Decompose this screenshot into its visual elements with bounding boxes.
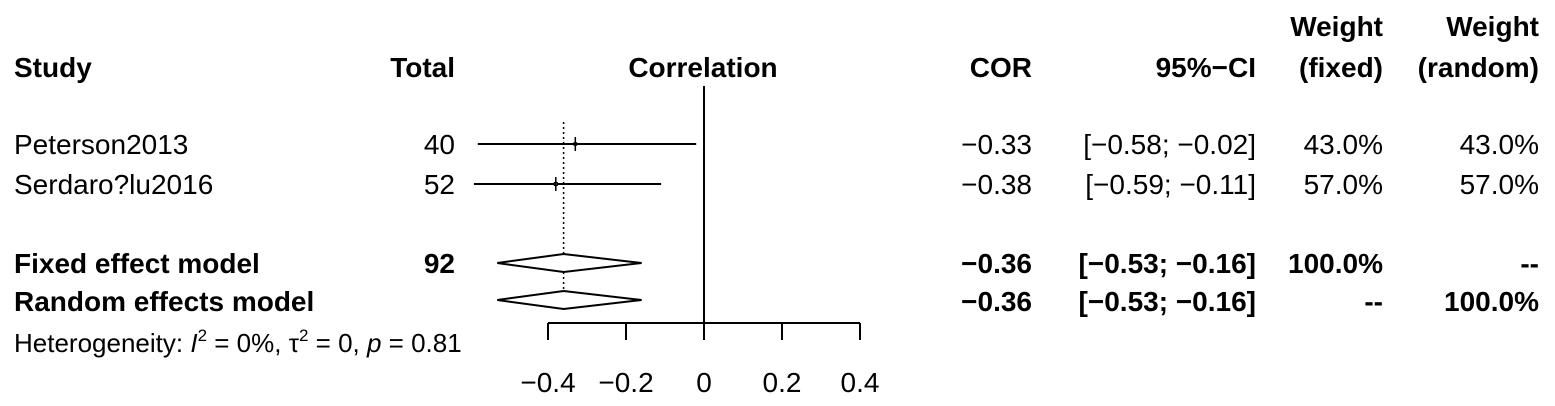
- heterogeneity-text: Heterogeneity: I2 = 0%, τ2 = 0, p = 0.81: [14, 326, 462, 358]
- model-ci-fixed: [−0.53; −0.16]: [1079, 248, 1256, 279]
- study-total-2: 52: [424, 169, 455, 200]
- header-study: Study: [14, 52, 92, 83]
- model-name-fixed: Fixed effect model: [14, 248, 260, 279]
- model-ci-random: [−0.53; −0.16]: [1079, 286, 1256, 317]
- study-weight-fixed-2: 57.0%: [1304, 169, 1383, 200]
- study-cor-1: −0.33: [961, 129, 1032, 160]
- header-cor: COR: [970, 52, 1032, 83]
- study-total-1: 40: [424, 129, 455, 160]
- plot-marks: −0.4 −0.2 0 0.2 0.4: [473, 86, 880, 398]
- header-correlation: Correlation: [628, 52, 777, 83]
- x-tick-label-1: −0.4: [520, 367, 575, 398]
- model-cor-random: −0.36: [961, 286, 1032, 317]
- model-diamond-fixed: [497, 252, 642, 274]
- x-tick-label-2: −0.2: [598, 367, 653, 398]
- study-ci-1: [−0.58; −0.02]: [1083, 129, 1256, 160]
- model-diamond-random: [497, 289, 642, 311]
- study-weight-random-1: 43.0%: [1460, 129, 1539, 160]
- model-total-fixed: 92: [424, 248, 455, 279]
- header-total: Total: [390, 52, 455, 83]
- study-name-2: Serdaro?lu2016: [14, 169, 213, 200]
- header-ci: 95%−CI: [1156, 52, 1256, 83]
- model-name-random: Random effects model: [14, 286, 314, 317]
- study-weight-random-2: 57.0%: [1460, 169, 1539, 200]
- study-cor-2: −0.38: [961, 169, 1032, 200]
- study-ci-2: [−0.59; −0.11]: [1085, 169, 1256, 200]
- header-weight-random-line2: (random): [1418, 52, 1539, 83]
- model-weight-random-random: 100.0%: [1444, 286, 1539, 317]
- x-tick-label-3: 0: [696, 367, 712, 398]
- model-weight-fixed-fixed: 100.0%: [1288, 248, 1383, 279]
- model-weight-random-fixed: --: [1520, 248, 1539, 279]
- study-weight-fixed-1: 43.0%: [1304, 129, 1383, 160]
- header-weight-fixed-line1: Weight: [1290, 11, 1383, 42]
- x-tick-label-5: 0.4: [841, 367, 880, 398]
- x-tick-label-4: 0.2: [763, 367, 802, 398]
- model-weight-fixed-random: --: [1364, 286, 1383, 317]
- study-name-1: Peterson2013: [14, 129, 188, 160]
- model-cor-fixed: −0.36: [961, 248, 1032, 279]
- header-weight-random-line1: Weight: [1446, 11, 1539, 42]
- header-weight-fixed-line2: (fixed): [1299, 52, 1383, 83]
